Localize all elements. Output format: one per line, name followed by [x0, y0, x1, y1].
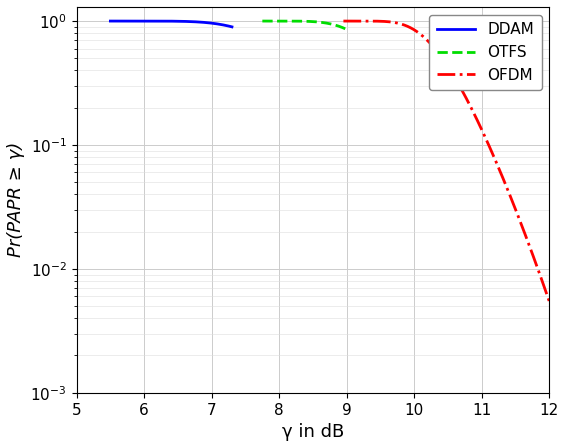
DDAM: [225, 23, 232, 29]
DDAM: [203, 20, 209, 25]
Line: OFDM: OFDM: [344, 21, 556, 322]
DDAM: [166, 18, 173, 24]
OTFS: [298, 18, 305, 24]
OFDM: [340, 18, 347, 24]
OTFS: [300, 18, 307, 24]
OTFS: [263, 18, 270, 24]
OFDM: [553, 319, 560, 324]
OTFS: [344, 27, 350, 32]
Legend: DDAM, OTFS, OFDM: DDAM, OTFS, OFDM: [430, 15, 542, 90]
Y-axis label: Pr(PAPR ≥ γ): Pr(PAPR ≥ γ): [7, 142, 25, 258]
X-axis label: γ in dB: γ in dB: [282, 423, 344, 441]
DDAM: [113, 18, 120, 24]
OTFS: [325, 21, 332, 26]
OFDM: [547, 301, 554, 306]
DDAM: [107, 18, 114, 24]
DDAM: [163, 18, 170, 24]
OFDM: [438, 54, 445, 60]
OFDM: [547, 301, 554, 306]
OTFS: [341, 26, 348, 31]
OFDM: [508, 195, 514, 201]
OTFS: [259, 18, 266, 24]
OTFS: [341, 26, 348, 31]
OFDM: [351, 18, 358, 24]
DDAM: [229, 24, 235, 30]
Line: OTFS: OTFS: [263, 21, 347, 30]
Line: DDAM: DDAM: [110, 21, 232, 27]
DDAM: [225, 23, 231, 29]
OFDM: [444, 62, 451, 68]
